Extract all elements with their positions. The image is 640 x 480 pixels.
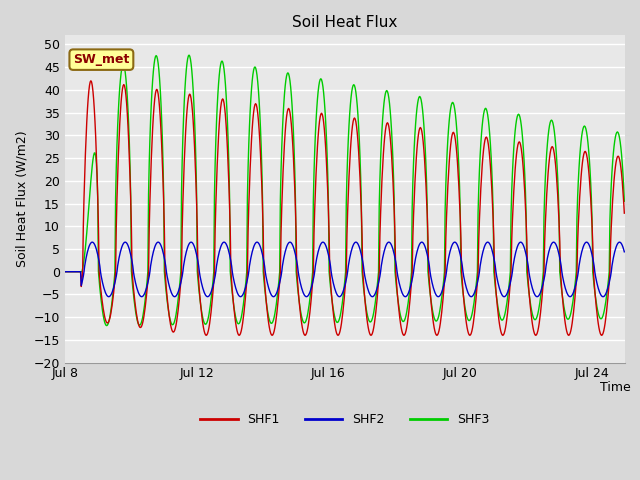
Title: Soil Heat Flux: Soil Heat Flux xyxy=(292,15,397,30)
Text: SW_met: SW_met xyxy=(73,53,129,66)
X-axis label: Time: Time xyxy=(600,381,630,394)
Y-axis label: Soil Heat Flux (W/m2): Soil Heat Flux (W/m2) xyxy=(15,131,28,267)
Legend: SHF1, SHF2, SHF3: SHF1, SHF2, SHF3 xyxy=(195,408,495,431)
